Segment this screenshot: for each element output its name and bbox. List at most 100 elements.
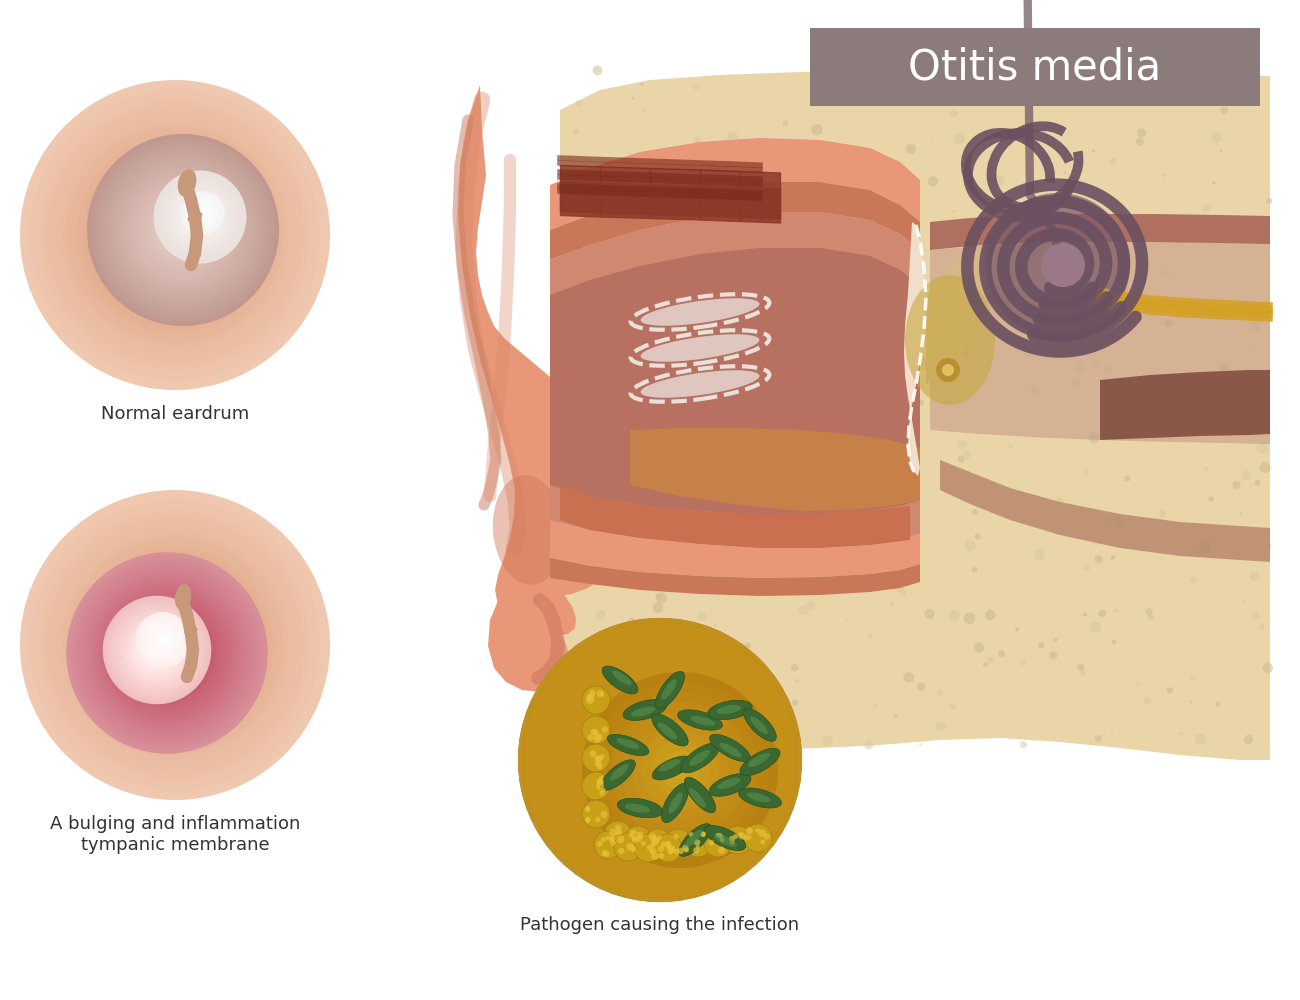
Circle shape	[598, 259, 602, 263]
Circle shape	[150, 619, 200, 671]
Circle shape	[72, 542, 278, 748]
Circle shape	[654, 834, 682, 862]
Circle shape	[953, 134, 965, 145]
Circle shape	[958, 456, 965, 463]
Circle shape	[70, 556, 264, 750]
Circle shape	[642, 647, 646, 650]
Circle shape	[754, 204, 760, 211]
Circle shape	[757, 447, 766, 457]
Circle shape	[191, 208, 209, 226]
Circle shape	[833, 504, 837, 508]
Circle shape	[967, 69, 975, 78]
Circle shape	[737, 691, 745, 699]
Circle shape	[677, 848, 684, 854]
Circle shape	[1056, 497, 1063, 505]
Polygon shape	[458, 85, 627, 636]
Circle shape	[595, 817, 601, 822]
Polygon shape	[550, 138, 920, 230]
Circle shape	[1238, 95, 1243, 100]
Ellipse shape	[493, 475, 563, 585]
Circle shape	[46, 516, 304, 774]
Circle shape	[679, 624, 690, 636]
Circle shape	[152, 630, 173, 650]
Circle shape	[599, 754, 605, 760]
Circle shape	[40, 511, 309, 779]
Circle shape	[140, 188, 225, 272]
Circle shape	[848, 476, 854, 483]
Ellipse shape	[747, 793, 771, 802]
Circle shape	[593, 735, 601, 743]
Circle shape	[693, 847, 699, 854]
Circle shape	[655, 442, 664, 451]
Circle shape	[92, 562, 257, 728]
Circle shape	[1035, 85, 1046, 96]
Text: Otitis media: Otitis media	[909, 46, 1162, 88]
Ellipse shape	[689, 750, 710, 766]
Circle shape	[107, 593, 228, 713]
Circle shape	[588, 734, 594, 741]
Circle shape	[593, 729, 599, 736]
Circle shape	[160, 207, 207, 253]
Circle shape	[578, 364, 585, 370]
Circle shape	[723, 317, 728, 323]
Ellipse shape	[684, 777, 715, 813]
Circle shape	[693, 136, 701, 144]
Circle shape	[630, 845, 636, 850]
Circle shape	[621, 711, 738, 829]
Circle shape	[35, 96, 315, 374]
Circle shape	[585, 806, 590, 811]
Circle shape	[35, 506, 315, 784]
Circle shape	[1008, 444, 1013, 449]
Circle shape	[1124, 475, 1131, 482]
Circle shape	[636, 835, 642, 842]
Circle shape	[940, 364, 942, 367]
Circle shape	[688, 298, 699, 310]
Circle shape	[134, 604, 216, 686]
Circle shape	[671, 760, 690, 780]
Circle shape	[944, 400, 949, 406]
Circle shape	[1104, 277, 1113, 286]
Circle shape	[628, 618, 636, 625]
Ellipse shape	[607, 734, 649, 756]
Circle shape	[1026, 273, 1031, 279]
Circle shape	[953, 210, 954, 212]
Circle shape	[131, 625, 182, 675]
Circle shape	[129, 621, 186, 679]
Ellipse shape	[681, 743, 719, 773]
Circle shape	[1109, 418, 1115, 426]
Circle shape	[87, 557, 263, 733]
Circle shape	[594, 831, 621, 859]
Circle shape	[718, 846, 725, 854]
Circle shape	[131, 617, 203, 689]
Circle shape	[606, 836, 611, 841]
Circle shape	[744, 824, 772, 852]
Circle shape	[1243, 600, 1245, 603]
Circle shape	[673, 834, 679, 839]
Circle shape	[153, 170, 247, 263]
Circle shape	[881, 420, 884, 422]
Circle shape	[153, 646, 161, 654]
Circle shape	[723, 288, 731, 295]
Circle shape	[650, 835, 658, 843]
Circle shape	[660, 841, 667, 847]
Circle shape	[148, 195, 217, 265]
Circle shape	[797, 552, 809, 564]
Circle shape	[850, 284, 861, 294]
Circle shape	[61, 531, 289, 759]
Circle shape	[185, 194, 222, 232]
Circle shape	[572, 338, 581, 346]
Circle shape	[637, 486, 647, 497]
Circle shape	[196, 214, 203, 220]
Circle shape	[645, 633, 649, 637]
Circle shape	[868, 634, 872, 639]
Circle shape	[820, 354, 831, 365]
Circle shape	[728, 685, 738, 696]
Circle shape	[1195, 734, 1206, 745]
Text: Normal eardrum: Normal eardrum	[101, 405, 250, 423]
Circle shape	[144, 192, 221, 268]
Circle shape	[872, 325, 881, 333]
Circle shape	[597, 690, 603, 697]
Circle shape	[1209, 496, 1214, 502]
Circle shape	[1005, 298, 1017, 309]
Circle shape	[166, 183, 234, 251]
